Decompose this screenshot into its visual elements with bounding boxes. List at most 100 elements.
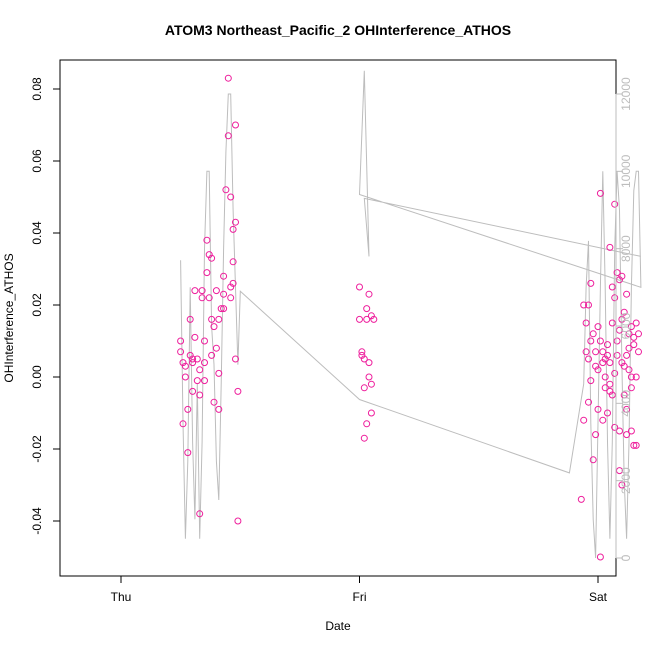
data-point — [217, 305, 225, 313]
y-tick-label: 0.00 — [30, 365, 44, 389]
data-point — [601, 373, 609, 381]
data-point — [179, 420, 187, 428]
data-point — [623, 405, 631, 413]
data-point — [208, 351, 216, 359]
data-point — [604, 341, 611, 349]
data-point — [627, 384, 635, 392]
data-point — [196, 366, 204, 374]
data-point — [630, 341, 638, 349]
data-point — [205, 251, 213, 259]
data-point — [618, 481, 626, 489]
data-point — [229, 258, 237, 266]
y-tick-label: 0.04 — [30, 221, 44, 245]
y-tick-label: 0.08 — [30, 77, 44, 101]
data-point — [587, 377, 595, 385]
data-point — [232, 355, 239, 363]
data-point — [606, 387, 614, 395]
data-point — [594, 323, 602, 331]
x-tick-label: Fri — [353, 590, 367, 604]
data-point — [201, 377, 208, 385]
data-point — [592, 348, 600, 356]
data-point — [227, 193, 235, 201]
data-point — [627, 373, 635, 381]
data-point — [186, 315, 194, 323]
data-point — [608, 283, 616, 291]
data-point — [620, 308, 628, 316]
data-point — [215, 369, 223, 377]
data-point — [623, 351, 631, 359]
data-point — [601, 355, 609, 363]
data-point — [604, 409, 611, 417]
data-point — [229, 225, 237, 233]
data-point — [613, 337, 621, 345]
data-point — [201, 337, 208, 345]
data-point — [365, 359, 373, 367]
data-point — [620, 391, 628, 399]
data-point — [585, 398, 592, 406]
data-point — [601, 384, 609, 392]
data-point — [210, 398, 218, 406]
data-point — [356, 315, 363, 323]
data-point — [625, 344, 633, 352]
data-point — [599, 416, 607, 424]
data-point — [191, 287, 199, 295]
data-point — [184, 405, 192, 413]
x-tick-label: Sat — [589, 590, 608, 604]
data-point — [358, 348, 366, 356]
data-point — [596, 189, 604, 197]
data-point — [618, 315, 626, 323]
data-point — [191, 333, 199, 341]
data-point — [599, 348, 607, 356]
data-point — [181, 373, 189, 381]
data-point — [580, 301, 588, 309]
data-point — [577, 495, 585, 503]
y2-tick-label: 10000 — [619, 154, 633, 188]
y-tick-label: 0.02 — [30, 293, 44, 317]
data-point — [585, 355, 592, 363]
data-point — [608, 319, 616, 327]
data-point — [203, 269, 211, 277]
axes: Thu Fri Sat -0.04 -0.02 0.00 0.02 0.04 0.06 0.08 0… — [30, 77, 633, 604]
data-point — [613, 269, 621, 277]
data-point — [363, 305, 371, 313]
data-point — [205, 294, 213, 302]
data-point — [594, 366, 602, 374]
data-point — [367, 312, 375, 320]
data-point — [618, 272, 626, 280]
chart-title: ATOM3 Northeast_Pacific_2 OHInterference… — [165, 22, 511, 38]
data-point — [229, 279, 237, 287]
data-point — [208, 315, 216, 323]
data-point — [618, 359, 626, 367]
data-point — [227, 283, 235, 291]
data-point — [212, 344, 220, 352]
data-point — [356, 283, 363, 291]
data-point — [189, 355, 197, 363]
data-point — [232, 218, 239, 226]
y2-tick-label: 6000 — [619, 312, 633, 339]
data-point — [632, 441, 640, 449]
data-point — [587, 279, 595, 287]
data-point — [177, 348, 185, 356]
data-point — [193, 355, 201, 363]
data-point — [234, 517, 242, 525]
data-point — [620, 362, 628, 370]
ohinterference-series — [177, 74, 642, 561]
data-point — [222, 186, 230, 194]
data-point — [220, 305, 228, 313]
y2-tick-label: 0 — [619, 554, 633, 561]
data-point — [596, 553, 604, 561]
data-point — [360, 355, 368, 363]
y2-tick-label: 4000 — [619, 390, 633, 417]
data-point — [582, 319, 590, 327]
data-point — [632, 319, 640, 327]
data-point — [208, 254, 216, 262]
data-point — [606, 359, 614, 367]
y-axis-label: OHInterference_ATHOS — [2, 253, 16, 382]
data-point — [611, 200, 619, 208]
data-point — [186, 351, 194, 359]
data-point — [196, 391, 204, 399]
y-tick-label: 0.06 — [30, 149, 44, 173]
data-point — [606, 243, 614, 251]
